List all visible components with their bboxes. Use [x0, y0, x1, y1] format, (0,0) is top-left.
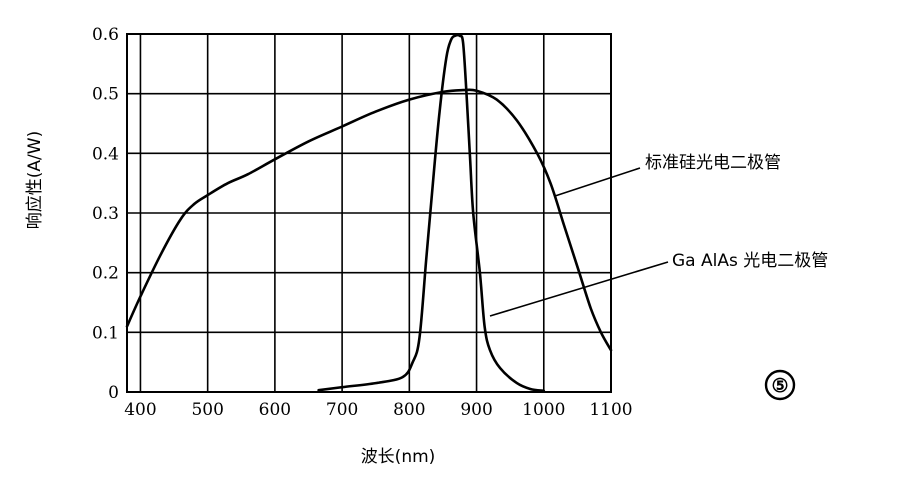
- figure-mark: ⑤: [764, 369, 796, 401]
- y-tick-label: 0: [108, 383, 119, 403]
- x-tick-label: 400: [124, 400, 156, 420]
- series-gaalas-photodiode: [317, 33, 546, 393]
- label-gaalas-photodiode: Ga AlAs 光电二极管: [672, 251, 828, 271]
- x-tick-label: 1000: [522, 400, 565, 420]
- x-tick-label: 500: [191, 400, 223, 420]
- y-tick-label: 0.4: [92, 144, 119, 164]
- plot-frame: [126, 33, 612, 393]
- figure-mark-ring: [764, 369, 796, 401]
- x-tick-label: 700: [326, 400, 358, 420]
- label-si-photodiode: 标准硅光电二极管: [645, 153, 781, 173]
- x-tick-label: 600: [259, 400, 291, 420]
- y-tick-label: 0.5: [92, 85, 119, 105]
- y-tick-label: 0.1: [92, 323, 119, 343]
- x-tick-label: 800: [393, 400, 425, 420]
- y-axis-title: 响应性(A/W): [25, 131, 45, 229]
- x-tick-label: 900: [460, 400, 492, 420]
- y-tick-labels: 0 0.1 0.2 0.3 0.4 0.5 0.6: [92, 25, 119, 403]
- grid: [127, 34, 611, 392]
- leader-line-si: [554, 167, 641, 197]
- y-tick-label: 0.2: [92, 264, 119, 284]
- y-tick-label: 0.6: [92, 25, 119, 45]
- figure-mark-text: ⑤: [771, 375, 788, 397]
- y-tick-label: 0.3: [92, 204, 119, 224]
- x-axis-title: 波长(nm): [361, 447, 436, 467]
- x-tick-label: 1100: [589, 400, 632, 420]
- x-tick-labels: 400 500 600 700 800 900 1000 1100: [124, 400, 632, 420]
- series-si-photodiode: [125, 88, 613, 352]
- series-layer: [125, 33, 613, 393]
- leader-line-gaalas: [489, 261, 669, 317]
